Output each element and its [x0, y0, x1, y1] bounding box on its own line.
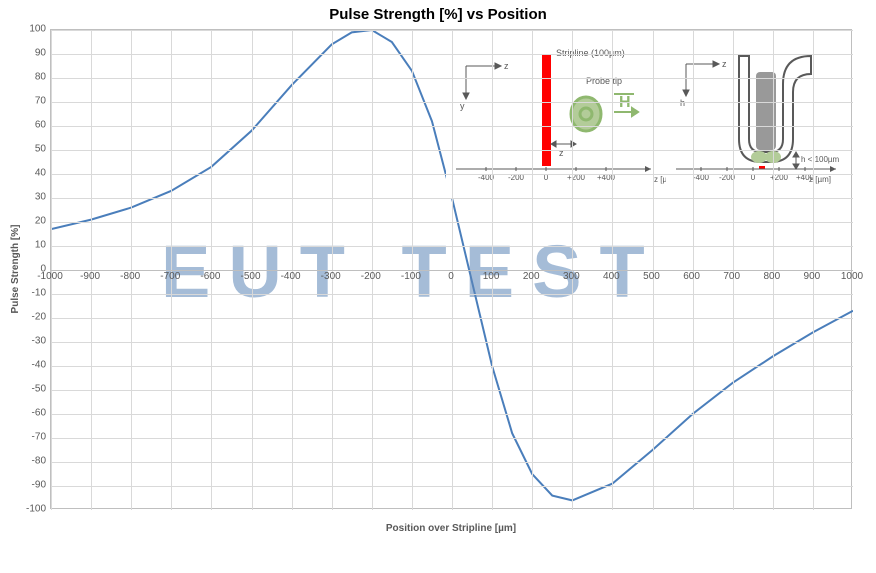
- x-axis-label: Position over Stripline [µm]: [50, 523, 852, 534]
- inset-left-xaxis-label: z [µm]: [654, 175, 666, 184]
- x-tick-row: -1000-900-800-700-600-500-400-300-200-10…: [50, 269, 852, 283]
- x-tick-label: -700: [160, 271, 180, 282]
- stripline-label: Stripline (100µm): [556, 48, 625, 58]
- y-tick-label: -40: [32, 360, 46, 371]
- x-tick-label: 0: [448, 271, 454, 282]
- y-tick-label: 80: [35, 72, 46, 83]
- y-tick-column: -100-90-80-70-60-50-40-30-20-10010203040…: [0, 29, 50, 509]
- gridline-horizontal: [51, 174, 853, 175]
- x-tick-label: 1000: [841, 271, 863, 282]
- gridline-horizontal: [51, 438, 853, 439]
- gridline-horizontal: [51, 198, 853, 199]
- gridline-horizontal: [51, 414, 853, 415]
- gridline-horizontal: [51, 246, 853, 247]
- y-tick-label: 40: [35, 168, 46, 179]
- y-tick-label: 70: [35, 96, 46, 107]
- x-tick-label: -300: [321, 271, 341, 282]
- gridline-horizontal: [51, 294, 853, 295]
- gridline-horizontal: [51, 390, 853, 391]
- x-tick-label: 500: [643, 271, 660, 282]
- x-tick-label: 400: [603, 271, 620, 282]
- h-note-label: h < 100µm: [801, 155, 840, 164]
- probe-side-icon: [739, 56, 811, 163]
- y-tick-label: -20: [32, 312, 46, 323]
- axis-h-label: h: [680, 98, 685, 108]
- gridline-horizontal: [51, 30, 853, 31]
- y-tick-label: 100: [29, 24, 46, 35]
- x-tick-label: -1000: [37, 271, 63, 282]
- y-tick-label: -10: [32, 288, 46, 299]
- axis-z-label: z: [504, 61, 509, 71]
- x-tick-label: -100: [401, 271, 421, 282]
- gridline-horizontal: [51, 78, 853, 79]
- x-tick-label: -500: [240, 271, 260, 282]
- x-tick-label: -200: [361, 271, 381, 282]
- y-tick-label: 90: [35, 48, 46, 59]
- y-tick-label: -80: [32, 456, 46, 467]
- chart-title: Pulse Strength [%] vs Position: [0, 6, 876, 23]
- y-tick-label: -30: [32, 336, 46, 347]
- y-tick-label: 10: [35, 240, 46, 251]
- y-tick-label: -50: [32, 384, 46, 395]
- y-tick-label: -90: [32, 480, 46, 491]
- x-tick-label: 900: [804, 271, 821, 282]
- y-tick-label: 20: [35, 216, 46, 227]
- gridline-horizontal: [51, 462, 853, 463]
- gridline-horizontal: [51, 342, 853, 343]
- y-tick-label: 30: [35, 192, 46, 203]
- x-tick-label: 200: [523, 271, 540, 282]
- y-tick-label: -60: [32, 408, 46, 419]
- y-tick-label: 60: [35, 120, 46, 131]
- y-tick-label: 50: [35, 144, 46, 155]
- y-tick-label: -70: [32, 432, 46, 443]
- gridline-horizontal: [51, 126, 853, 127]
- x-tick-label: -900: [80, 271, 100, 282]
- x-tick-label: 600: [683, 271, 700, 282]
- gridline-horizontal: [51, 54, 853, 55]
- axis-z-label-right: z: [722, 59, 727, 69]
- gridline-horizontal: [51, 318, 853, 319]
- gridline-horizontal: [51, 102, 853, 103]
- gridline-horizontal: [51, 486, 853, 487]
- x-tick-label: -400: [281, 271, 301, 282]
- h-dimension-icon: [793, 152, 799, 169]
- gridline-horizontal: [51, 222, 853, 223]
- x-tick-label: 800: [763, 271, 780, 282]
- gridline-horizontal: [51, 150, 853, 151]
- x-tick-label: -800: [120, 271, 140, 282]
- gridline-horizontal: [51, 366, 853, 367]
- inset-right-diagram: z h h < 100µm: [671, 44, 846, 199]
- x-tick-label: 100: [483, 271, 500, 282]
- x-tick-label: 300: [563, 271, 580, 282]
- x-tick-label: -600: [200, 271, 220, 282]
- y-tick-label: -100: [26, 504, 46, 515]
- inset-left-diagram: z y Stripline (100µm) Probe tip H: [446, 44, 666, 199]
- x-tick-label: 700: [723, 271, 740, 282]
